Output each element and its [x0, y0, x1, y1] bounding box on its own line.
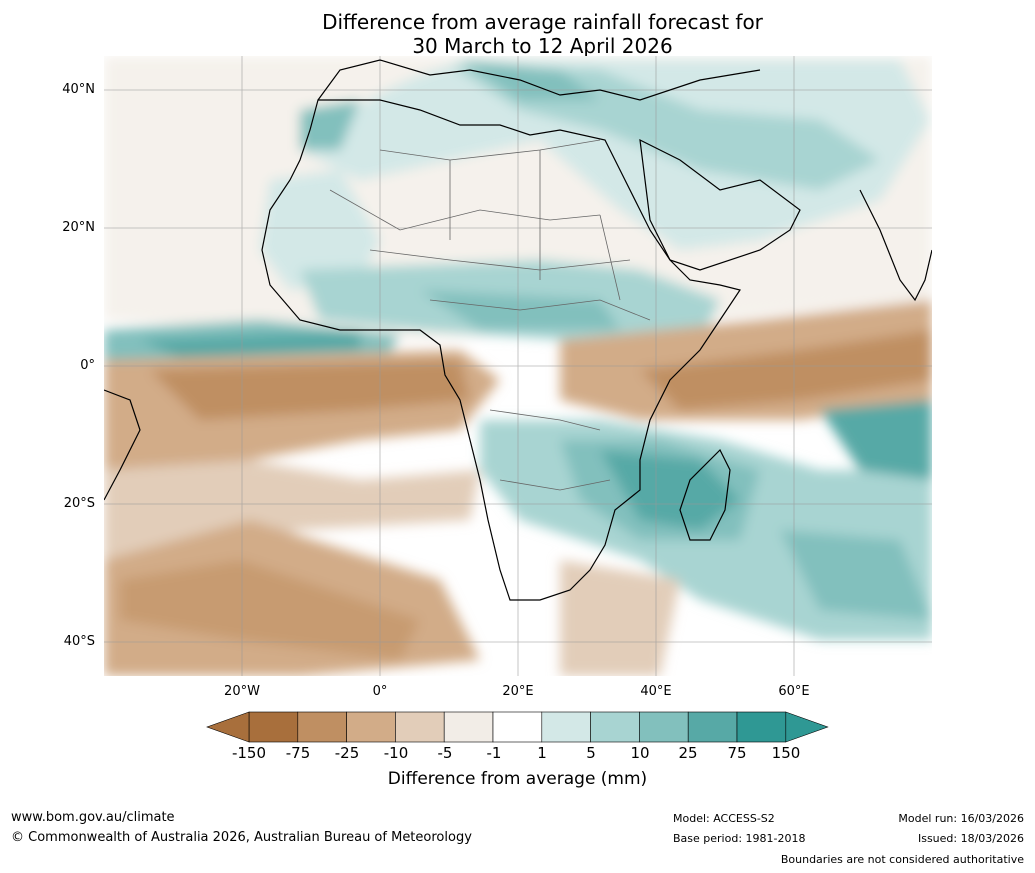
colorbar-tick: 75 — [727, 744, 747, 762]
lat-label: 40°S — [63, 634, 95, 649]
footer-base-period: Base period: 1981-2018 — [673, 832, 806, 845]
south-america-coast — [104, 389, 141, 501]
colorbar-segment — [492, 711, 543, 743]
lon-label: 0° — [372, 684, 388, 699]
lon-label: 40°E — [640, 684, 672, 699]
title-line-1: Difference from average rainfall forecas… — [322, 10, 763, 34]
footer-issued: Issued: 18/03/2026 — [917, 832, 1024, 845]
lat-label: 0° — [80, 358, 95, 373]
lat-label: 20°N — [62, 220, 95, 235]
country-borders — [329, 139, 651, 491]
colorbar-tick: -75 — [285, 744, 311, 762]
map-title: Difference from average rainfall forecas… — [0, 10, 1035, 58]
lon-label: 20°W — [224, 684, 260, 699]
colorbar-segment — [639, 711, 689, 743]
footer-website: www.bom.gov.au/climate — [11, 810, 175, 825]
colorbar-segment — [736, 711, 787, 743]
lon-label: 60°E — [778, 684, 810, 699]
colorbar-segment — [590, 711, 640, 743]
india-coast — [859, 189, 932, 302]
rainfall-shading — [104, 56, 932, 676]
colorbar-tick: 10 — [630, 744, 650, 762]
colorbar-segment — [687, 711, 738, 743]
colorbar-segment — [395, 711, 445, 743]
madagascar-coast — [679, 448, 731, 541]
map-panel — [104, 56, 932, 676]
colorbar-over-arrow — [785, 711, 829, 743]
coastlines — [104, 59, 932, 601]
colorbar-tick: -1 — [486, 744, 502, 762]
title-line-2: 30 March to 12 April 2026 — [412, 34, 673, 58]
colorbar-tick: -5 — [437, 744, 453, 762]
colorbar-segment — [541, 711, 591, 743]
colorbar-tick: 25 — [678, 744, 698, 762]
colorbar-tick: 150 — [771, 744, 801, 762]
footer-disclaimer: Boundaries are not considered authoritat… — [780, 853, 1024, 866]
colorbar-tick: -150 — [231, 744, 267, 762]
colorbar-under-arrow — [206, 711, 250, 743]
europe-coast — [317, 59, 761, 101]
colorbar-tick: 1 — [537, 744, 547, 762]
colorbar-tick: -10 — [383, 744, 409, 762]
colorbar-segment — [443, 711, 494, 743]
arabia-coast — [639, 138, 801, 271]
lon-label: 20°E — [502, 684, 534, 699]
colorbar-tick: 5 — [586, 744, 596, 762]
footer-model-run: Model run: 16/03/2026 — [898, 812, 1024, 825]
lat-label: 20°S — [63, 496, 95, 511]
colorbar-segment — [248, 711, 299, 743]
graticule — [104, 56, 932, 676]
footer-copyright: © Commonwealth of Australia 2026, Austra… — [11, 830, 472, 845]
footer-model: Model: ACCESS-S2 — [673, 812, 775, 825]
colorbar-title: Difference from average (mm) — [387, 769, 648, 789]
colorbar — [206, 711, 829, 743]
colorbar-segment — [346, 711, 396, 743]
africa-coast — [261, 99, 741, 601]
colorbar-tick: -25 — [334, 744, 360, 762]
lat-label: 40°N — [62, 82, 95, 97]
colorbar-segment — [297, 711, 347, 743]
